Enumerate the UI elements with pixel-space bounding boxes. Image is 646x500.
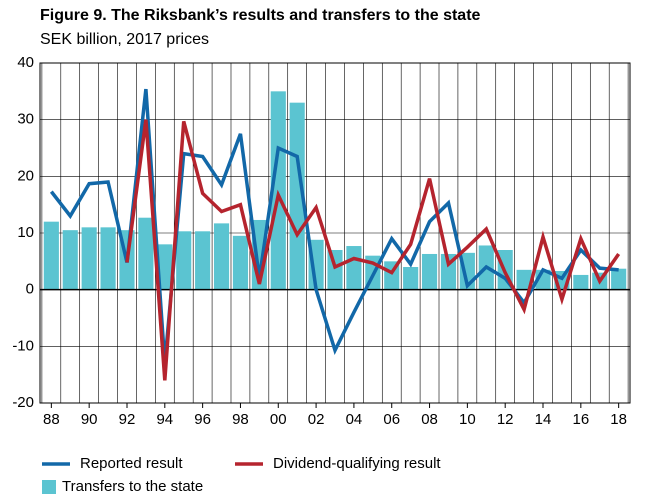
bar [346,246,362,290]
bar [516,269,532,290]
chart-title: Figure 9. The Riksbank’s results and tra… [40,7,481,24]
bar [62,230,78,290]
bar [403,267,419,290]
legend-label: Dividend-qualifying result [273,455,441,472]
x-tick-label: 94 [156,411,173,428]
x-tick-label: 02 [308,411,325,428]
x-tick-label: 88 [43,411,60,428]
legend-label: Transfers to the state [62,478,203,495]
line [125,119,621,381]
x-tick-label: 00 [270,411,287,428]
y-tick-label: 10 [17,224,34,241]
bar [81,227,97,290]
bar [195,231,211,290]
x-tick-label: 04 [346,411,363,428]
x-tick-label: 98 [232,411,249,428]
bar [100,227,116,290]
bar [270,91,286,290]
y-tick-label: -10 [12,337,34,354]
bar [289,102,305,290]
x-tick-label: 92 [119,411,136,428]
x-tick-label: 12 [497,411,514,428]
bar [421,253,438,290]
y-tick-label: 30 [17,111,34,128]
y-tick-label: 0 [26,281,34,298]
y-tick-label: 40 [17,54,34,71]
chart-subtitle: SEK billion, 2017 prices [40,31,209,48]
y-tick-label: -20 [12,394,34,411]
bar [573,274,589,290]
x-tick-label: 10 [459,411,476,428]
bar [232,235,249,290]
x-tick-label: 08 [421,411,438,428]
bar [43,221,59,290]
legend-swatch [42,480,56,494]
bar [138,217,154,290]
bar [176,231,192,290]
x-tick-label: 06 [383,411,400,428]
x-tick-label: 18 [610,411,627,428]
legend-label: Reported result [80,455,183,472]
bar [611,268,627,290]
bar [213,223,230,290]
x-tick-label: 16 [572,411,589,428]
x-tick-label: 14 [535,411,552,428]
bar [157,244,173,290]
x-tick-label: 90 [81,411,98,428]
x-tick-label: 96 [194,411,211,428]
plot-frame [39,62,631,404]
y-tick-label: 20 [17,167,34,184]
